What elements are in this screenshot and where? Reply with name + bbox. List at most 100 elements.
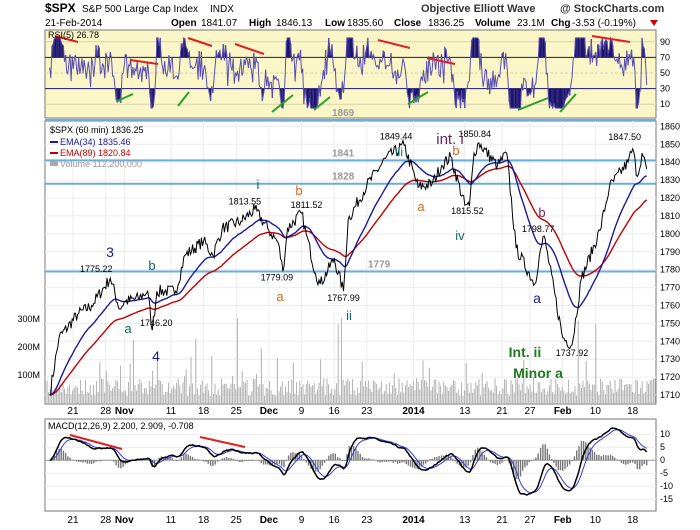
macd-tick-label: -5 xyxy=(660,468,668,478)
legend-price: $SPX (60 min) 1836.25 xyxy=(50,125,144,135)
rsi-divergence-line xyxy=(559,93,577,113)
quote-low-label: Low xyxy=(325,18,345,29)
legend-ema34: EMA(34) 1835.46 xyxy=(60,137,131,147)
rsi-divergence-line xyxy=(313,96,331,111)
level-label-1841: 1841 xyxy=(332,148,355,159)
x-tick-label-bottom: 25 xyxy=(231,515,243,526)
wave-label: b xyxy=(148,258,155,273)
wave-label: 4 xyxy=(152,348,160,364)
macd-divergence-line xyxy=(199,436,246,448)
wave-label: b xyxy=(538,205,545,220)
x-tick-label: 18 xyxy=(627,406,639,417)
x-tick-label-bottom: 2014 xyxy=(402,515,425,526)
price-tick-label: 1850 xyxy=(660,139,680,149)
rsi-tick-label: 70 xyxy=(660,52,670,62)
price-tick-label: 1790 xyxy=(660,247,680,257)
rsi-divergence-line xyxy=(426,57,456,65)
wave-label: a xyxy=(417,199,425,214)
x-tick-label: Dec xyxy=(260,406,279,417)
legend-volume-swatch xyxy=(50,161,58,166)
down-arrow-icon xyxy=(650,20,658,26)
price-tick-label: 1810 xyxy=(660,211,680,221)
rsi-panel: 90 70 50 30 10 RSI(5) 26.78 xyxy=(44,29,670,119)
chart-date: 21-Feb-2014 xyxy=(45,18,103,29)
x-axis-labels: 21 28 Nov 11 18 25 Dec 9 16 23 2014 13 21 27 Feb 10 18 xyxy=(67,406,638,417)
watermark: Objective Elliott Wave xyxy=(421,3,536,15)
price-tick-label: 1840 xyxy=(660,157,680,167)
price-annotation: 1737.92 xyxy=(556,348,589,358)
x-tick-label-bottom: 13 xyxy=(459,515,471,526)
price-annotation: 1815.52 xyxy=(451,206,484,216)
price-annotation: 1849.44 xyxy=(380,131,413,141)
macd-line xyxy=(49,427,648,496)
quote-volume-label: Volume xyxy=(475,18,511,29)
price-tick-label: 1760 xyxy=(660,300,680,310)
price-annotation: 1779.09 xyxy=(261,272,294,282)
level-label-1828: 1828 xyxy=(332,172,355,183)
volume-label-100m: 100M xyxy=(17,370,40,380)
x-tick-label-bottom: 27 xyxy=(525,515,537,526)
price-tick-label: 1860 xyxy=(660,121,680,131)
price-annotation: 1811.52 xyxy=(291,200,323,210)
rsi-divergence-line xyxy=(271,94,294,113)
price-annotation: 1767.99 xyxy=(327,293,360,303)
macd-tick-label: 10 xyxy=(660,429,670,439)
x-tick-label-bottom: 11 xyxy=(166,515,177,526)
wave-label: a xyxy=(276,289,284,304)
quote-close: 1836.25 xyxy=(428,18,465,29)
x-tick-label-bottom: 23 xyxy=(361,515,373,526)
wave-label: 3 xyxy=(106,244,114,260)
ema89-series xyxy=(49,165,648,396)
x-tick-label: 28 xyxy=(100,406,112,417)
rsi-line xyxy=(49,36,648,110)
x-tick-label-bottom: Feb xyxy=(554,515,572,526)
quote-low: 1835.60 xyxy=(347,18,384,29)
price-panel-bg xyxy=(44,120,657,405)
x-tick-label: 27 xyxy=(525,406,537,417)
x-axis-labels-bottom: 21 28 Nov 11 18 25 Dec 9 16 23 2014 13 21 27 Feb 10 18 xyxy=(67,515,638,526)
rsi-divergence-line xyxy=(377,39,411,49)
symbol: $SPX xyxy=(45,1,76,15)
wave-label: Int. ii xyxy=(509,344,542,360)
price-annotation: 1847.50 xyxy=(608,132,641,142)
chart-header: $SPX S&P 500 Large Cap Index INDX Object… xyxy=(45,1,664,29)
rsi-tick-label: 90 xyxy=(660,37,670,47)
price-annotation: 1798.77 xyxy=(522,224,555,234)
rsi-divergence-line xyxy=(187,37,213,47)
price-series xyxy=(49,138,648,396)
price-tick-label: 1830 xyxy=(660,175,680,185)
price-annotation: 1813.55 xyxy=(229,197,262,207)
x-tick-label: 10 xyxy=(590,406,602,417)
price-tick-label: 1820 xyxy=(660,193,680,203)
x-tick-label: 21 xyxy=(67,406,79,417)
price-tick-label: 1730 xyxy=(660,354,680,364)
quote-open-label: Open xyxy=(171,18,197,29)
rsi-tick-labels: 90 70 50 30 10 xyxy=(660,37,670,109)
price-tick-label: 1780 xyxy=(660,265,680,275)
exchange: INDX xyxy=(210,4,234,15)
x-tick-label-bottom: 21 xyxy=(67,515,79,526)
legend-ema89: EMA(89) 1820.84 xyxy=(60,148,131,158)
wave-label: Minor a xyxy=(513,365,563,381)
x-tick-label: 23 xyxy=(361,406,373,417)
x-tick-label: 9 xyxy=(299,406,305,417)
quote-high-label: High xyxy=(249,18,271,29)
price-tick-label: 1800 xyxy=(660,229,680,239)
legend-volume: Volume 112,200,000 xyxy=(60,159,142,169)
x-tick-label: 25 xyxy=(231,406,243,417)
rsi-divergence-line xyxy=(407,91,429,105)
rsi-divergence-line xyxy=(177,91,190,107)
x-tick-label: 16 xyxy=(329,406,341,417)
price-tick-label: 1770 xyxy=(660,283,680,293)
wave-label: i xyxy=(257,177,260,192)
x-tick-label-bottom: Nov xyxy=(115,515,134,526)
macd-tick-labels: 10 5 0 -5 -10 -15 xyxy=(660,429,673,504)
rsi-plot xyxy=(49,36,648,110)
volume-label-300m: 300M xyxy=(17,314,40,324)
quote-chg: -3.53 (-0.19%) xyxy=(572,18,636,29)
wave-label: a xyxy=(124,321,132,336)
quote-close-label: Close xyxy=(394,18,422,29)
price-legend: $SPX (60 min) 1836.25 EMA(34) 1835.46 EM… xyxy=(50,125,144,169)
price-tick-label: 1750 xyxy=(660,318,680,328)
